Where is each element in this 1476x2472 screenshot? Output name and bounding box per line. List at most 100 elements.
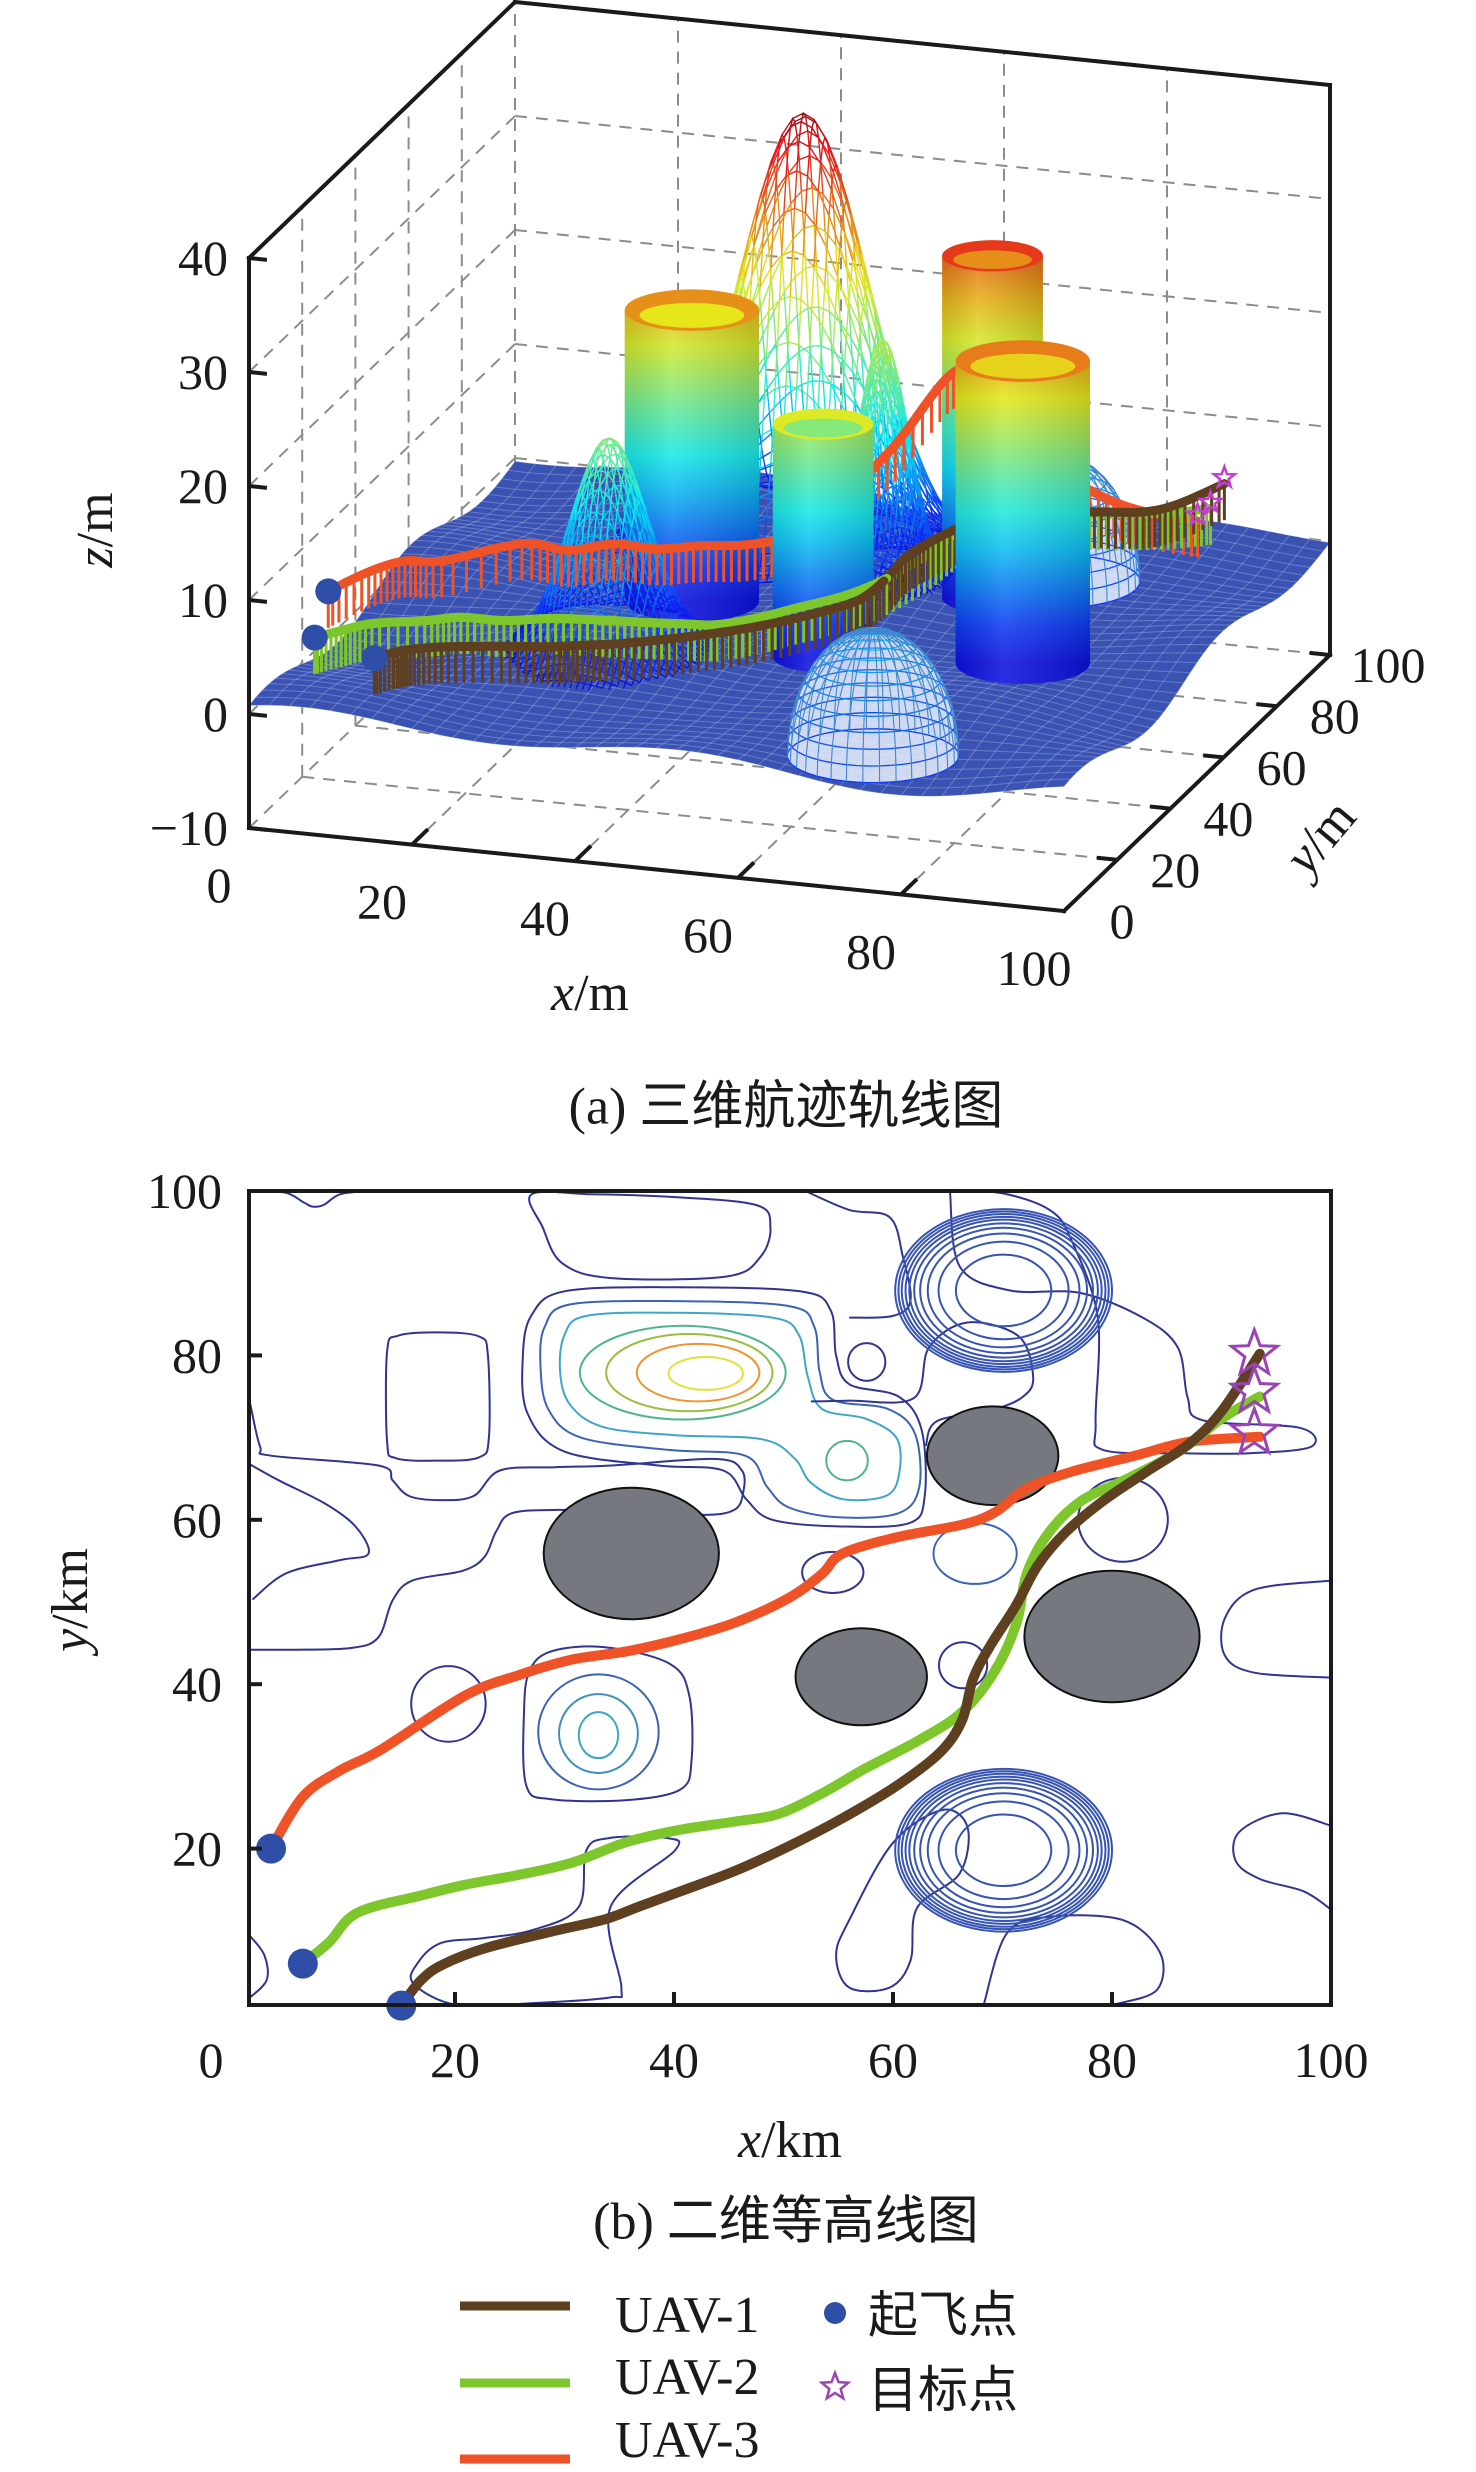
peak-mesh-line [763,190,777,215]
peak-mesh-line [768,412,773,434]
threat-ring [926,1792,1081,1909]
terrain-mesh-line [322,653,1138,740]
contour-ring [410,1665,487,1743]
peak-mesh-line [790,203,794,240]
peak-mesh-line [845,265,850,302]
threat-ring [919,1226,1089,1355]
peak-mesh-line [641,504,648,532]
peak-mesh-line [666,608,685,617]
peak-mesh-line [659,673,666,679]
peak-mesh-line [779,133,785,144]
dome-mesh-line [862,630,874,783]
peak-mesh-line [787,296,791,343]
contour-line [804,1191,912,1319]
peak-mesh-line [861,357,865,390]
peak-mesh-line [836,246,841,277]
peak-mesh-line [830,172,835,190]
box-edge [512,0,1333,88]
y-tick [1149,804,1171,811]
dome-mesh-line [787,629,874,753]
y-tick-label: 100 [1351,637,1426,693]
peak-mesh-line [882,341,891,359]
peak-mesh-line [759,434,763,469]
peak-mesh-line [856,343,860,371]
peak-mesh-line [552,581,559,613]
threat-ring [954,1813,1053,1888]
peak-mesh-line [822,193,826,232]
legend-item-uav-3: UAV-3 [460,2412,760,2469]
peak-mesh-line [631,679,635,686]
cylinder-top-inner [639,302,745,328]
peak-mesh-line [577,507,582,528]
peak-mesh-line [580,475,587,508]
dome-mesh-line [807,628,874,739]
peak-mesh-line [822,135,828,146]
peak-mesh-line [587,513,592,537]
dome-mesh-line [872,629,949,769]
peak-mesh-line [624,480,641,510]
x-tick-label: 40 [649,2032,699,2088]
contour-line [409,1835,681,2005]
peak-mesh-line [889,399,893,423]
peak-mesh-line [753,207,766,245]
threat-ring [900,1212,1107,1368]
peak-mesh-line [633,589,640,618]
peak-mesh-line [605,500,612,544]
peak-mesh-line [811,380,816,412]
peak-mesh-line [569,681,574,689]
peak-mesh-line [818,306,822,346]
peak-mesh-line [624,509,633,528]
peak-mesh-line [781,238,794,258]
peak-mesh-line [575,527,580,549]
legend-label-uav-2: UAV-2 [615,2349,760,2406]
peak-mesh-line [768,267,772,312]
peak-mesh-line [768,159,774,170]
peak-mesh-line [839,322,844,360]
peak-mesh-line [834,276,839,311]
peak-mesh-line [666,608,670,612]
peak-mesh-line [848,301,852,339]
peak-mesh-line [804,176,809,213]
peak-mesh-line [778,255,783,301]
peak-mesh-line [785,146,789,176]
y-tick [1256,702,1278,709]
peak-mesh-line [783,121,796,138]
peak-mesh-line [858,320,862,344]
peak-mesh-line [848,301,861,326]
contour-line [249,1191,368,1208]
peak-mesh-line [919,496,924,518]
peak-mesh-line [809,155,813,188]
peak-mesh-line [621,558,628,595]
peak-mesh-line [908,529,915,549]
peak-mesh-line [883,429,886,451]
peak-mesh-line [800,254,804,300]
dome-mesh-line [872,627,901,731]
peak-mesh-line [621,463,633,480]
peak-mesh-line [806,147,811,177]
peak-mesh-line [781,212,785,256]
terrain-mesh-line [255,696,1071,789]
peak-mesh-line [893,517,897,534]
peak-mesh-line [581,683,586,691]
peak-mesh-line [766,162,779,188]
peak-mesh-line [837,167,850,204]
threat-ring [954,1253,1053,1328]
peak-mesh-line [819,145,824,164]
peak-mesh-line [918,506,932,538]
peak-mesh-line [819,163,832,190]
contour-line [522,1645,694,1803]
peak-mesh-line [618,593,623,612]
peak-mesh-line [865,294,878,331]
peak-mesh-line [811,187,816,226]
peak-mesh-line [586,478,591,498]
peak-mesh-line [826,140,830,155]
peak-mesh-line [582,603,586,606]
threat-dome [786,626,960,784]
panel-a-caption: (a) 三维航迹轨线图 [569,1079,1004,1136]
peak-mesh-line [644,573,648,585]
peak-mesh-line [761,396,766,435]
peak-mesh-line [645,510,652,532]
peak-mesh-line [798,299,802,345]
obstacle [542,1486,720,1621]
